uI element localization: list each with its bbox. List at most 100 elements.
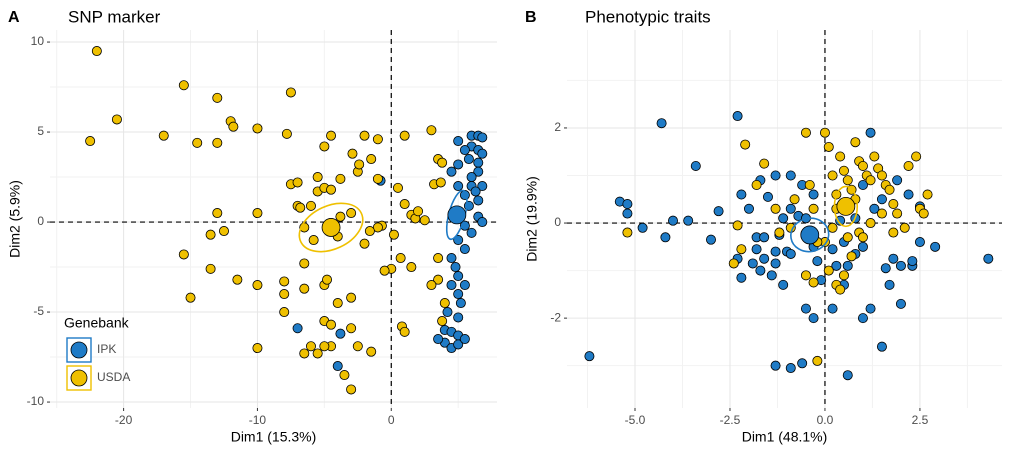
centroid [836,196,856,216]
point [865,127,876,138]
point [285,87,296,98]
point [399,199,410,210]
point [426,125,437,136]
point [279,289,290,300]
point [751,180,762,191]
point [232,274,243,285]
point [212,208,223,219]
point [785,170,796,181]
point [473,195,484,206]
point [453,312,464,323]
legend-label: USDA [97,370,130,384]
point [831,260,842,271]
point [759,232,770,243]
point [732,220,743,231]
point [433,334,444,345]
y-tick-label: 0 [37,214,44,228]
point [747,258,758,269]
point [785,363,796,374]
point [477,148,488,159]
point [819,127,830,138]
point [299,348,310,359]
point [455,298,466,309]
point [346,292,357,303]
point [705,234,716,245]
point [800,270,811,281]
point [312,172,323,183]
point [158,130,169,141]
point [789,194,800,205]
point [880,263,891,274]
point [770,246,781,257]
legend-label: IPK [97,342,116,356]
point [359,130,370,141]
panel: -5.0 -2.5 0.0 2.5 -2 0 2 B Phenotypic traits Dim1… [524,7,1002,445]
point [442,307,453,318]
x-tick-label: -5.0 [625,413,646,427]
point [433,274,444,285]
point [808,203,819,214]
x-tick-label: -2.5 [720,413,741,427]
point [326,184,337,195]
point [319,141,330,152]
legend-symbol [70,341,88,359]
y-axis-label: Dim2 (19.9%) [524,176,540,262]
chart-title: Phenotypic traits [585,7,711,26]
centroid [447,205,467,225]
point [759,158,770,169]
point [395,253,406,264]
point [770,203,781,214]
point [85,136,96,147]
point [399,130,410,141]
point [823,141,834,152]
point [876,341,887,352]
point [433,253,444,264]
point [295,202,306,213]
confidence-ellipse [790,217,830,253]
point [459,280,470,291]
point [808,277,819,288]
point [778,279,789,290]
point [762,191,773,202]
point [884,279,895,290]
point [252,208,263,219]
point [453,339,464,350]
point [907,256,918,267]
point [785,248,796,259]
point [842,232,853,243]
point [911,151,922,162]
point [335,328,346,339]
point [983,253,994,264]
x-tick-label: -20 [115,413,133,427]
point [622,208,633,219]
point [332,298,343,309]
x-tick-label: 0.0 [817,413,834,427]
point [399,326,410,337]
point [212,137,223,148]
point [312,348,323,359]
point [857,313,868,324]
point [388,229,399,240]
point [453,235,464,246]
point [346,323,357,334]
point [335,173,346,184]
point [690,160,701,171]
point [473,157,484,168]
point [477,132,488,143]
point [326,319,337,330]
point [446,280,457,291]
point [437,157,448,168]
point [743,203,754,214]
point [683,215,694,226]
point [869,151,880,162]
point [453,136,464,147]
point [778,213,789,224]
point [212,92,223,103]
point [838,270,849,281]
panel-tag: A [8,9,20,26]
x-axis-label: Dim1 (15.3%) [231,429,317,445]
point [192,137,203,148]
point [359,238,370,249]
point [326,130,337,141]
